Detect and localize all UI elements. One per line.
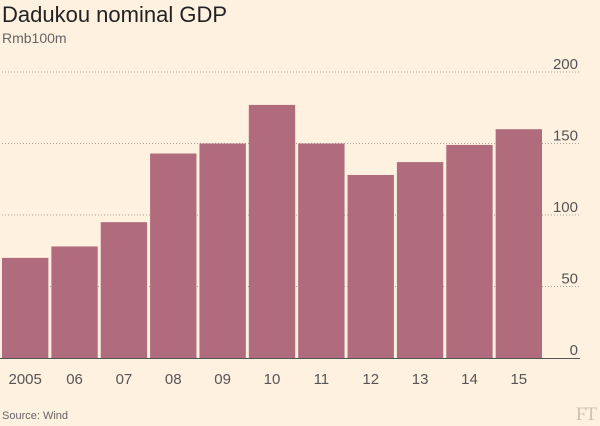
bars: [2, 104, 542, 358]
y-tick-label: 200: [553, 56, 578, 73]
y-tick-label: 50: [561, 271, 578, 288]
x-tick-label: 15: [510, 371, 527, 388]
source-note: Source: Wind: [2, 410, 69, 422]
x-tick-label: 11: [314, 371, 330, 388]
bar-06: [51, 246, 98, 358]
chart-title: Dadukou nominal GDP: [2, 2, 228, 27]
bar-2005: [2, 257, 49, 358]
bar-13: [396, 162, 444, 358]
x-tick-label: 12: [362, 371, 379, 388]
x-tick-label: 13: [412, 371, 429, 388]
bar-12: [347, 174, 394, 358]
chart-subtitle: Rmb100m: [2, 30, 67, 46]
bar-09: [199, 143, 246, 358]
x-tick-label: 08: [165, 371, 182, 388]
bar-14: [446, 144, 493, 358]
x-tick-label: 06: [66, 371, 83, 388]
x-tick-label: 09: [214, 371, 231, 388]
bar-10: [248, 104, 296, 358]
y-tick-label: 150: [553, 128, 578, 145]
bar-11: [298, 143, 345, 358]
bar-08: [150, 153, 197, 358]
y-tick-label: 100: [553, 199, 578, 216]
x-tick-label: 07: [116, 371, 133, 388]
x-tick-label: 2005: [8, 371, 41, 388]
bar-07: [100, 222, 148, 358]
y-tick-label: 0: [570, 342, 578, 359]
ft-logo: FT: [575, 404, 597, 425]
x-axis-ticks: 2005 06 07 08 09 10 11 12 13 14 15: [8, 371, 527, 388]
bar-15: [495, 129, 542, 358]
x-tick-label: 14: [461, 371, 478, 388]
x-tick-label: 10: [264, 371, 281, 388]
y-axis-ticks: 0 50 100 150 200: [553, 56, 578, 359]
